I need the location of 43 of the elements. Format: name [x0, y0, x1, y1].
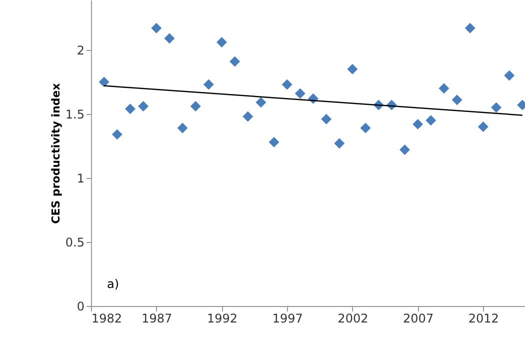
point — [177, 122, 188, 134]
point — [98, 76, 110, 88]
y-tick-label: 1 — [76, 171, 84, 186]
point — [164, 33, 175, 44]
point — [216, 37, 227, 48]
y-tick-label: 0 — [76, 300, 84, 314]
y-tick-label: 1.5 — [65, 107, 84, 122]
point — [190, 101, 201, 112]
point — [464, 22, 476, 34]
point — [360, 122, 371, 134]
point — [112, 129, 122, 140]
x-tick-label: 1982 — [92, 312, 122, 326]
x-tick-label: 1987 — [142, 312, 172, 326]
y-tick-label: 0.5 — [65, 235, 84, 250]
point — [452, 94, 462, 106]
point — [242, 111, 254, 122]
point — [426, 115, 436, 126]
point — [256, 97, 266, 108]
y-tick-label: 2 — [76, 43, 84, 58]
x-tick-label: 1997 — [272, 312, 303, 326]
x-tick-label: 2012 — [468, 312, 499, 326]
point — [124, 104, 136, 114]
point — [504, 70, 515, 81]
x-tick-label: 1992 — [206, 312, 238, 326]
annotation: a) — [107, 277, 120, 291]
point — [203, 79, 214, 90]
point — [321, 114, 332, 124]
point — [438, 83, 450, 94]
y-axis-title: CES productivity index — [49, 83, 62, 224]
point — [282, 79, 292, 90]
point — [151, 22, 162, 34]
point — [230, 56, 240, 67]
point — [334, 138, 345, 149]
point — [347, 64, 358, 74]
point — [138, 101, 149, 112]
point — [294, 88, 306, 99]
x-tick-label: 2002 — [338, 312, 368, 326]
x-tick-label: 2007 — [403, 312, 434, 326]
point — [399, 144, 410, 156]
point — [478, 122, 488, 132]
point — [268, 136, 280, 148]
point — [490, 102, 502, 113]
point — [412, 118, 424, 130]
